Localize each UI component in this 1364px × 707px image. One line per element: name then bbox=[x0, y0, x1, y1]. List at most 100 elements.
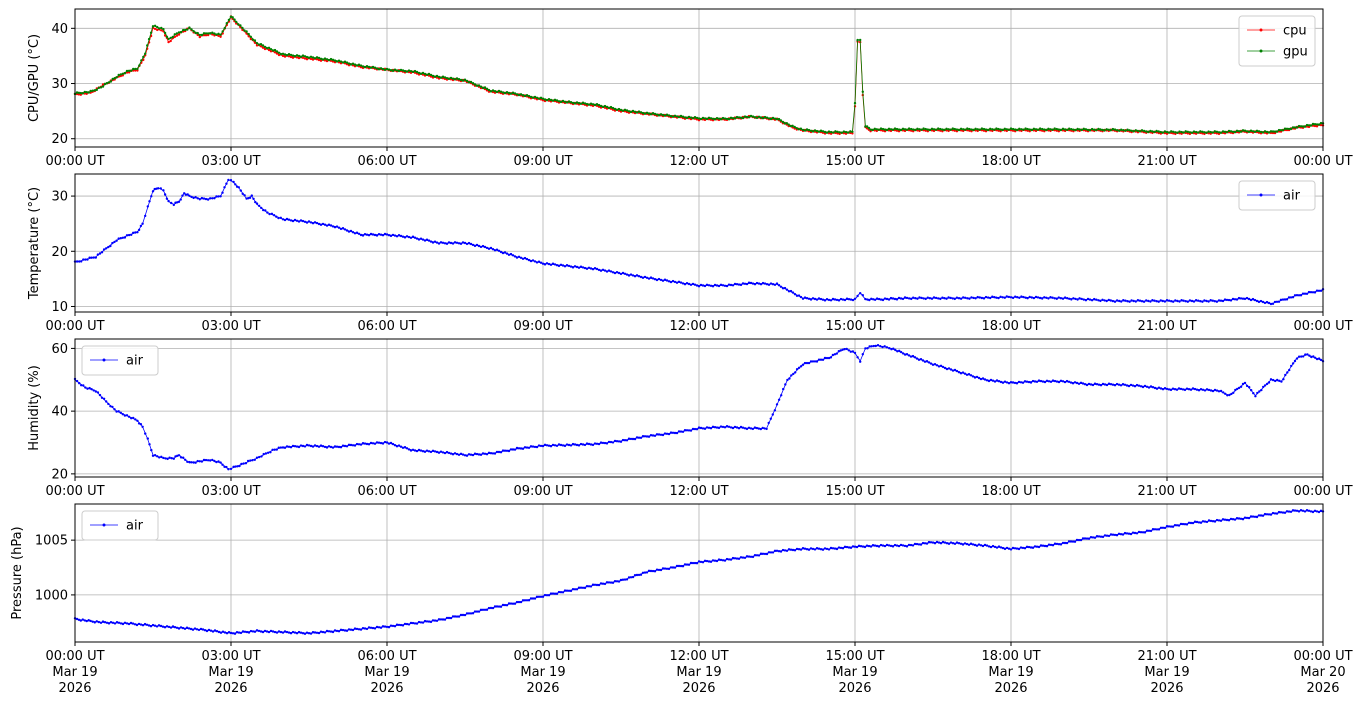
data-point-gpu bbox=[549, 98, 553, 102]
data-point-air bbox=[759, 283, 763, 286]
data-point-air bbox=[931, 363, 935, 366]
data-point-air bbox=[984, 295, 988, 299]
data-point-gpu bbox=[481, 86, 485, 90]
data-point-gpu bbox=[1233, 131, 1237, 134]
data-point-air bbox=[619, 578, 623, 582]
data-point-air bbox=[699, 283, 703, 287]
data-point-air bbox=[511, 254, 515, 257]
data-point-air bbox=[97, 620, 101, 624]
data-point-air bbox=[1273, 512, 1277, 515]
data-point-gpu bbox=[305, 55, 309, 59]
data-point-air bbox=[1111, 533, 1115, 536]
data-point-air bbox=[943, 541, 947, 544]
data-point-gpu bbox=[1197, 131, 1200, 134]
data-point-gpu bbox=[211, 31, 214, 34]
data-point-air bbox=[725, 425, 729, 428]
data-point-air bbox=[1317, 510, 1321, 514]
data-point-air bbox=[821, 358, 825, 361]
data-point-gpu bbox=[893, 127, 897, 130]
data-point-air bbox=[801, 363, 805, 366]
data-point-air bbox=[837, 350, 840, 353]
data-point-air bbox=[1269, 302, 1273, 306]
data-point-air bbox=[295, 219, 299, 222]
data-point-air bbox=[148, 200, 151, 203]
data-point-air bbox=[499, 605, 503, 608]
data-point-air bbox=[1139, 385, 1143, 388]
data-point-air bbox=[341, 628, 345, 632]
data-point-air bbox=[1281, 298, 1285, 301]
data-point-air bbox=[733, 557, 737, 560]
data-point-air bbox=[184, 458, 187, 461]
data-point-gpu bbox=[761, 117, 765, 120]
data-point-gpu bbox=[343, 60, 347, 63]
data-point-air bbox=[837, 299, 841, 302]
data-point-air bbox=[829, 356, 833, 359]
data-point-gpu bbox=[160, 26, 163, 30]
data-point-air bbox=[1051, 544, 1055, 547]
data-point-cpu bbox=[263, 47, 267, 51]
data-point-gpu bbox=[445, 77, 449, 80]
data-point-air bbox=[1283, 298, 1287, 301]
data-point-air bbox=[1059, 379, 1063, 382]
data-point-air bbox=[1087, 382, 1091, 386]
data-point-air bbox=[1021, 381, 1025, 384]
data-point-gpu bbox=[479, 85, 483, 88]
data-point-air bbox=[179, 198, 182, 201]
data-point-gpu bbox=[261, 44, 265, 47]
data-point-gpu bbox=[1105, 128, 1108, 131]
data-point-air bbox=[611, 441, 615, 444]
data-point-air bbox=[561, 591, 565, 594]
data-point-gpu bbox=[729, 116, 733, 120]
data-point-air bbox=[881, 345, 884, 349]
data-point-air bbox=[281, 631, 285, 634]
data-point-air bbox=[515, 600, 519, 604]
data-point-air bbox=[515, 256, 519, 259]
data-point-air bbox=[159, 624, 163, 628]
data-point-gpu bbox=[791, 124, 794, 128]
data-point-gpu bbox=[381, 67, 385, 71]
data-point-gpu bbox=[667, 114, 671, 117]
data-point-air bbox=[677, 564, 681, 568]
data-point-air bbox=[1263, 301, 1267, 305]
data-point-air bbox=[780, 394, 783, 397]
data-point-air bbox=[1027, 545, 1031, 549]
data-point-gpu bbox=[443, 76, 447, 79]
data-point-air bbox=[1065, 541, 1069, 545]
data-point-air bbox=[1003, 296, 1006, 299]
data-point-air bbox=[801, 297, 805, 300]
data-point-air bbox=[109, 244, 112, 248]
data-point-air bbox=[972, 296, 975, 300]
x-tick-label: 06:00 UT bbox=[357, 319, 416, 334]
data-point-air bbox=[511, 448, 515, 451]
data-point-air bbox=[1055, 297, 1059, 300]
data-point-air bbox=[861, 294, 864, 297]
data-point-air bbox=[643, 571, 647, 574]
data-point-air bbox=[349, 229, 353, 233]
data-point-gpu bbox=[198, 33, 201, 37]
data-point-air bbox=[809, 547, 813, 550]
data-point-cpu bbox=[317, 58, 321, 62]
data-point-air bbox=[164, 457, 167, 460]
data-point-gpu bbox=[939, 127, 942, 131]
data-point-gpu bbox=[613, 107, 617, 111]
data-point-air bbox=[983, 378, 987, 381]
data-point-air bbox=[751, 282, 755, 285]
data-point-air bbox=[262, 452, 265, 456]
x-tick-label: 15:00 UT bbox=[825, 154, 884, 169]
data-point-gpu bbox=[182, 28, 185, 32]
data-point-air bbox=[962, 296, 965, 299]
data-point-air bbox=[797, 294, 801, 297]
data-point-gpu bbox=[821, 130, 825, 133]
data-point-air bbox=[1297, 510, 1301, 513]
data-point-air bbox=[227, 468, 230, 471]
data-point-air bbox=[805, 548, 809, 551]
data-point-air bbox=[567, 264, 571, 268]
data-point-gpu bbox=[535, 96, 539, 100]
data-point-gpu bbox=[1136, 129, 1140, 133]
data-point-air bbox=[645, 435, 649, 438]
data-point-air bbox=[995, 296, 998, 299]
data-point-air bbox=[107, 622, 111, 625]
data-point-air bbox=[803, 361, 807, 365]
data-point-gpu bbox=[957, 128, 961, 132]
data-point-gpu bbox=[359, 64, 363, 67]
